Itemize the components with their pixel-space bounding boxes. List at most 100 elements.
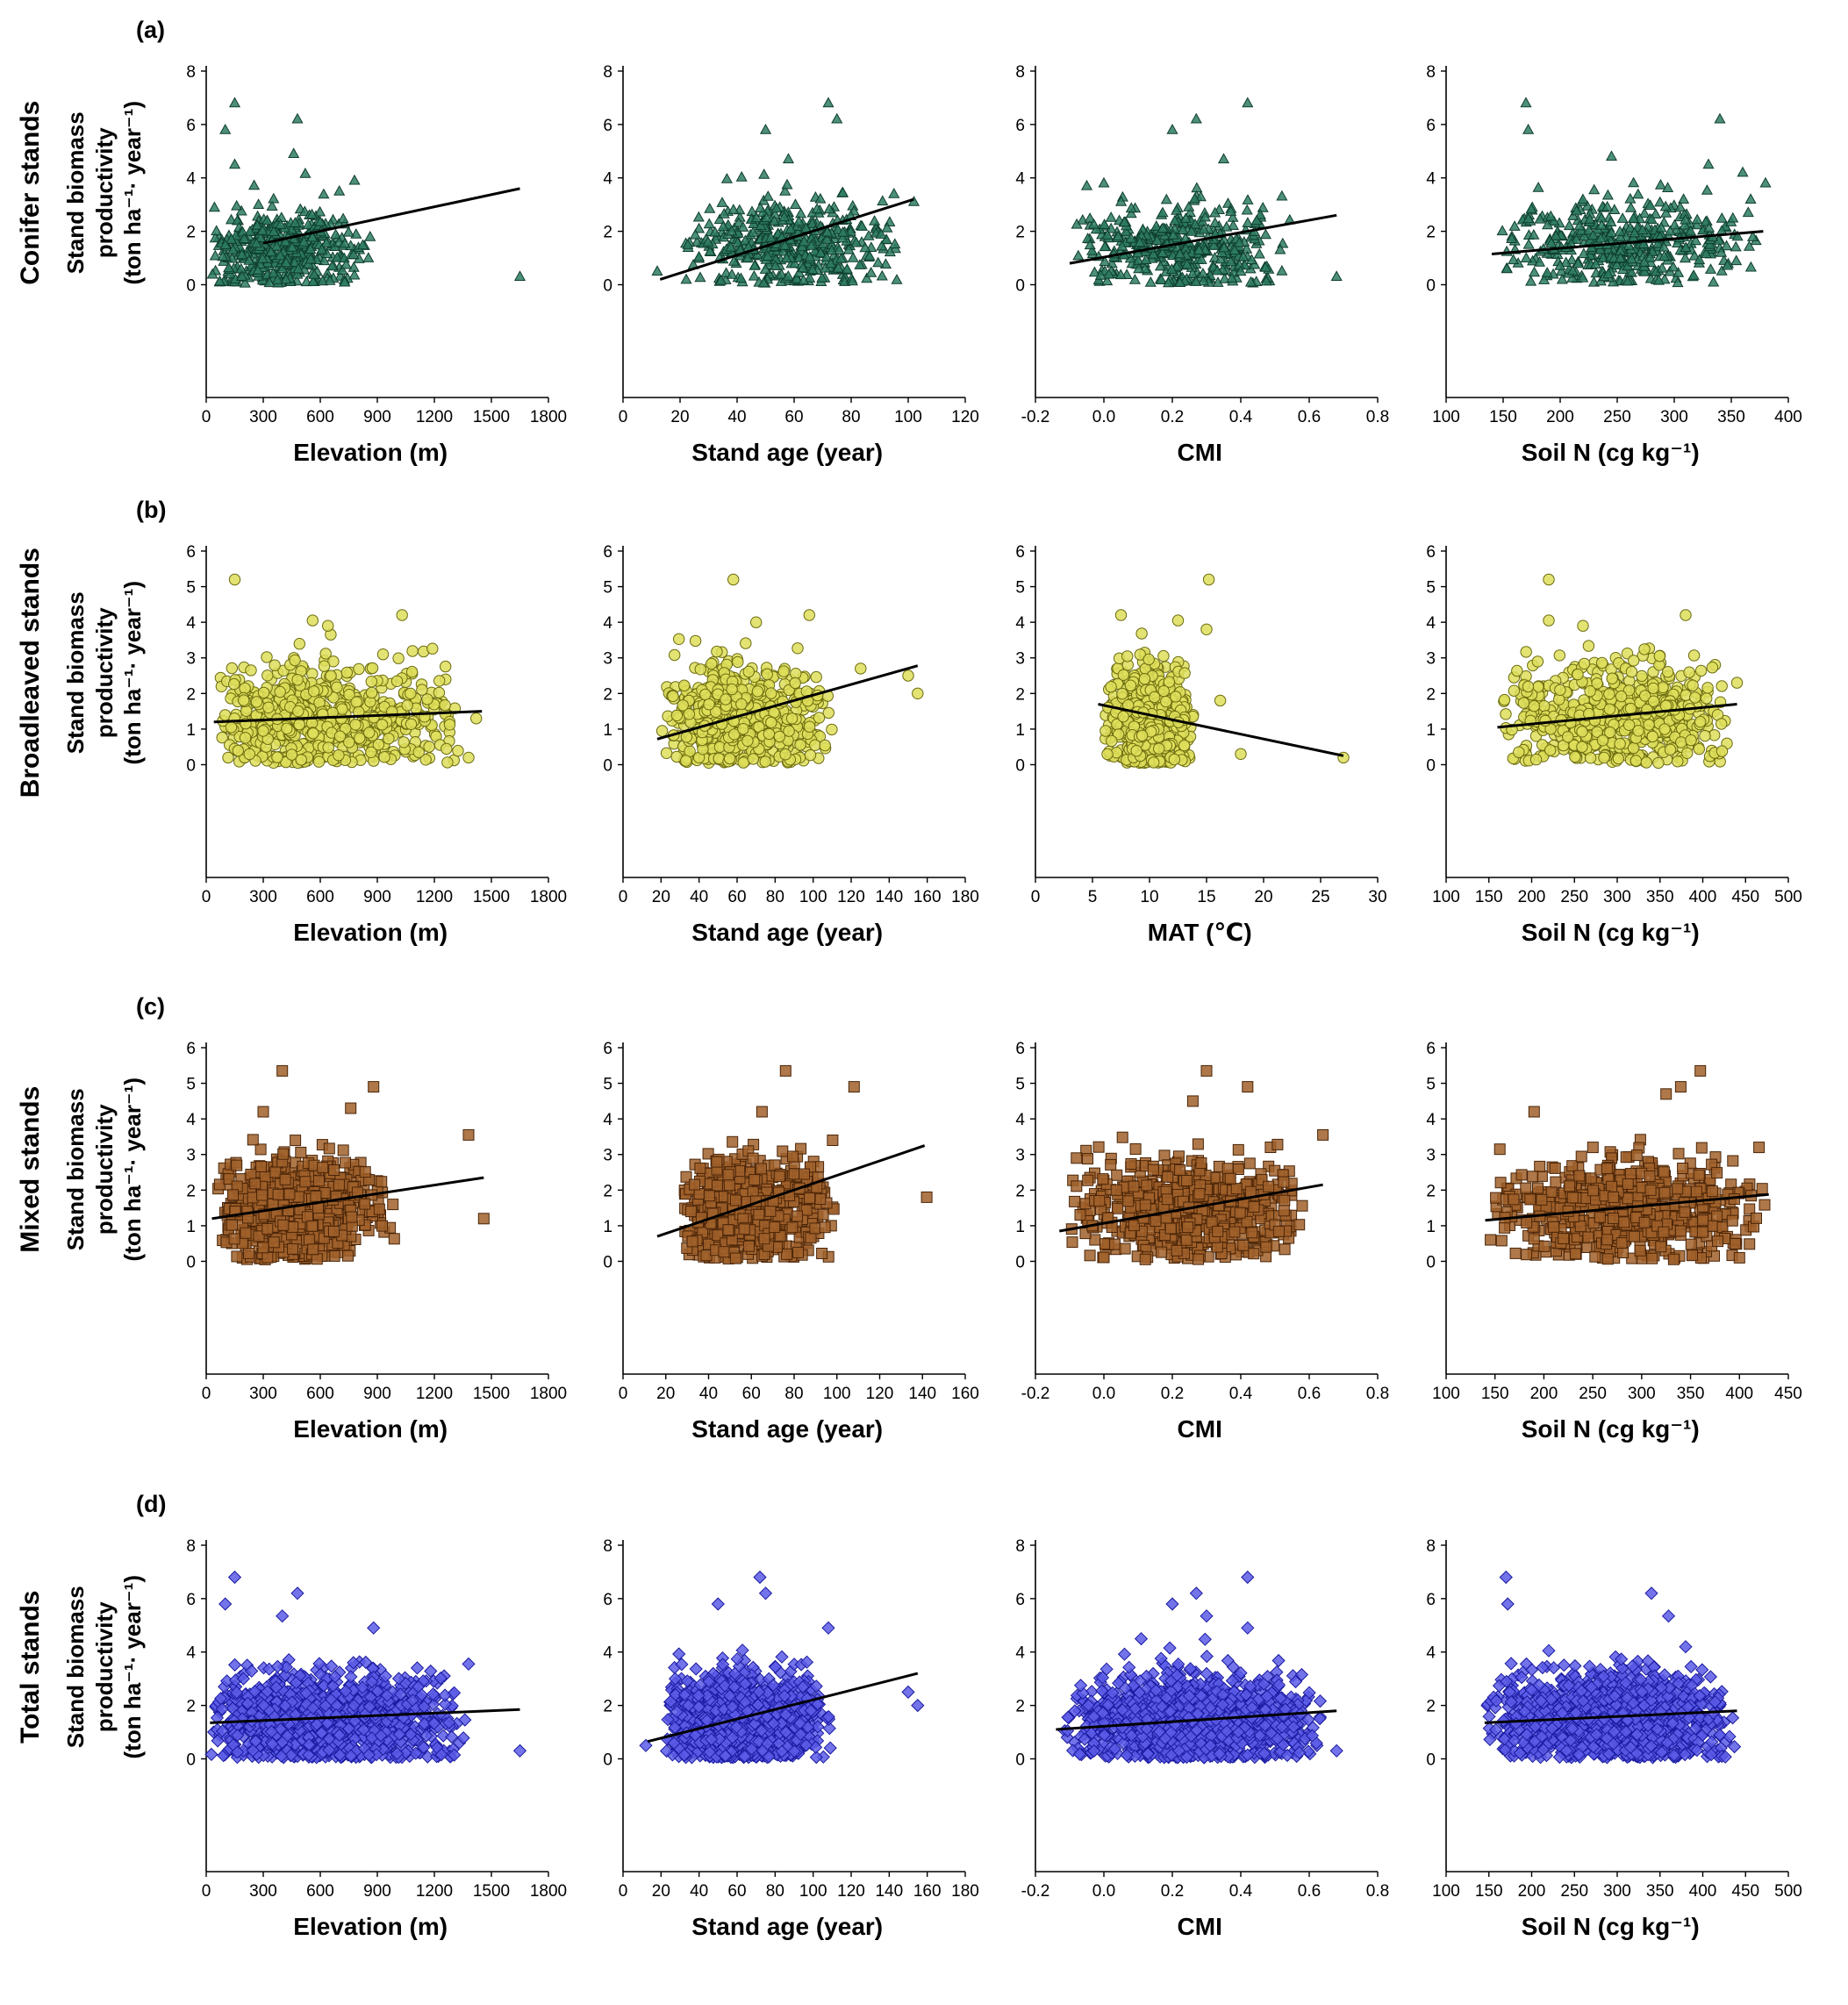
x-axis-title: Elevation (m) bbox=[293, 1415, 448, 1443]
data-point bbox=[1106, 682, 1116, 692]
data-point bbox=[791, 199, 800, 208]
data-point bbox=[272, 752, 283, 763]
data-point bbox=[1243, 98, 1252, 107]
data-point bbox=[1715, 114, 1724, 123]
y-tick-label: 4 bbox=[1015, 614, 1025, 633]
data-point bbox=[1716, 681, 1727, 691]
data-point bbox=[668, 691, 678, 701]
data-point bbox=[233, 745, 243, 755]
data-point bbox=[1626, 666, 1637, 677]
data-point bbox=[453, 745, 463, 755]
x-tick-label: 0.0 bbox=[1092, 408, 1115, 426]
y-tick-label: 5 bbox=[1015, 579, 1025, 598]
data-point bbox=[873, 258, 883, 267]
data-point bbox=[338, 214, 347, 223]
x-tick-label: 350 bbox=[1646, 888, 1674, 906]
x-tick-label: 100 bbox=[799, 888, 827, 906]
x-axis-title: CMI bbox=[1178, 439, 1222, 466]
y-tick-label: 6 bbox=[186, 543, 196, 562]
data-point bbox=[712, 646, 722, 656]
data-point bbox=[1277, 266, 1286, 275]
data-point bbox=[1130, 275, 1140, 283]
data-point bbox=[1702, 185, 1712, 194]
data-point bbox=[369, 712, 379, 723]
data-point bbox=[413, 747, 424, 757]
y-tick-label: 8 bbox=[1015, 63, 1025, 82]
data-point bbox=[1082, 181, 1092, 190]
y-tick-label: 3 bbox=[1426, 650, 1436, 669]
data-point bbox=[296, 755, 306, 765]
data-point bbox=[1533, 183, 1543, 191]
data-point bbox=[332, 682, 342, 692]
data-point bbox=[308, 728, 319, 739]
x-tick-label: 160 bbox=[913, 888, 942, 906]
data-point bbox=[289, 148, 298, 157]
data-point bbox=[367, 662, 377, 673]
data-point bbox=[1597, 657, 1608, 668]
x-tick-label: 140 bbox=[875, 888, 903, 906]
data-point bbox=[1122, 651, 1133, 662]
data-point bbox=[1633, 726, 1644, 736]
data-point bbox=[349, 175, 359, 184]
data-point bbox=[1694, 743, 1704, 754]
data-point bbox=[424, 741, 434, 752]
data-point bbox=[1577, 741, 1587, 752]
y-tick-label: 0 bbox=[1015, 276, 1025, 295]
data-point bbox=[1497, 226, 1507, 234]
data-point bbox=[1178, 740, 1189, 750]
data-point bbox=[763, 728, 774, 739]
data-point bbox=[1146, 277, 1156, 286]
data-point bbox=[700, 689, 711, 699]
data-point bbox=[748, 754, 758, 764]
data-point bbox=[427, 643, 438, 654]
data-point bbox=[294, 719, 304, 729]
x-tick-label: 80 bbox=[842, 408, 860, 426]
data-point bbox=[722, 174, 732, 183]
x-tick-label: 0 bbox=[202, 408, 211, 426]
data-point bbox=[397, 610, 407, 620]
data-point bbox=[1117, 688, 1128, 698]
data-point bbox=[681, 755, 691, 766]
data-point bbox=[1673, 756, 1683, 767]
data-point bbox=[1708, 277, 1718, 286]
data-point bbox=[1277, 191, 1286, 200]
y-tick-label: 5 bbox=[1426, 579, 1436, 598]
data-point bbox=[1701, 693, 1712, 704]
data-point bbox=[690, 635, 700, 646]
data-points bbox=[213, 1065, 490, 1264]
data-point bbox=[724, 753, 734, 763]
data-point bbox=[1544, 615, 1554, 626]
data-points bbox=[656, 574, 923, 768]
data-point bbox=[705, 204, 714, 212]
data-point bbox=[1706, 264, 1715, 273]
data-point bbox=[326, 670, 336, 681]
data-point bbox=[792, 643, 803, 654]
data-point bbox=[1689, 270, 1699, 279]
data-point bbox=[1731, 242, 1741, 251]
data-point bbox=[1508, 685, 1519, 696]
data-point bbox=[1158, 650, 1169, 661]
x-tick-label: 1500 bbox=[473, 888, 510, 906]
x-axis-title: Elevation (m) bbox=[293, 919, 448, 946]
data-point bbox=[1518, 698, 1529, 708]
data-point bbox=[1512, 665, 1522, 676]
data-point bbox=[1236, 748, 1246, 759]
data-point bbox=[1192, 114, 1201, 123]
x-tick-label: 450 bbox=[1731, 888, 1759, 906]
data-point bbox=[1514, 747, 1524, 757]
x-tick-label: 150 bbox=[1475, 888, 1503, 906]
data-point bbox=[1149, 757, 1159, 768]
y-tick-label: 2 bbox=[1015, 685, 1025, 704]
data-point bbox=[1255, 249, 1264, 258]
data-point bbox=[1118, 670, 1128, 680]
data-point bbox=[1690, 692, 1701, 703]
x-tick-label: 0 bbox=[202, 1385, 211, 1403]
x-axis-title: Stand age (year) bbox=[691, 439, 883, 466]
y-axis-title: Stand biomass bbox=[62, 111, 89, 274]
y-tick-label: 6 bbox=[603, 543, 612, 562]
data-point bbox=[1332, 271, 1342, 280]
y-axis-title: (ton ha⁻¹· year⁻¹) bbox=[119, 581, 146, 764]
